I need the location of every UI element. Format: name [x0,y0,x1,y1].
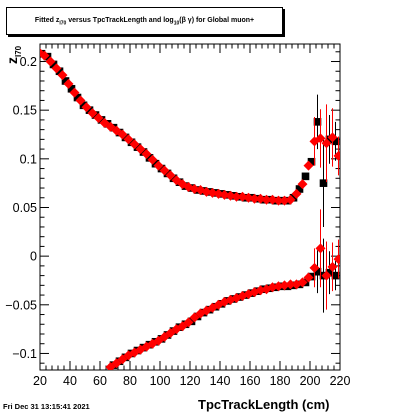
data-point [243,192,254,203]
data-point [327,132,338,143]
data-point [123,134,134,145]
chart-title-box: Fitted zI70 versus TpcTrackLength and lo… [6,7,283,35]
data-point [297,179,308,190]
data-point [279,195,290,206]
data-point [315,243,326,254]
data-point [201,186,212,197]
data-point [87,108,98,119]
x-tick-label: 120 [180,374,201,388]
x-tick-label: 180 [270,374,291,388]
data-point [291,188,302,199]
data-point [285,279,296,290]
data-point [189,183,200,194]
x-tick-label: 160 [240,374,261,388]
data-point [327,261,338,272]
data-point [255,285,266,296]
y-tick-label: 0.1 [20,152,37,166]
y-axis-label: zI70 [4,45,23,64]
data-point [69,87,80,98]
data-point [321,270,332,281]
data-point [273,281,284,292]
y-tick-label: 0.15 [13,104,37,118]
data-point [45,56,56,67]
data-point [273,195,284,206]
x-tick-label: 100 [150,374,171,388]
data-point [40,48,44,56]
datestamp: Fri Dec 31 13:15:41 2021 [3,402,90,411]
data-point [153,160,164,171]
data-point [67,84,76,93]
data-point [267,194,278,205]
data-point [61,77,70,85]
data-point [57,70,68,81]
data-point [331,137,340,146]
data-point [303,272,314,283]
x-tick-label: 60 [93,374,107,388]
y-tick-label: −0.1 [12,347,37,361]
data-point [321,138,332,149]
data-point [325,268,334,277]
data-point [261,194,272,205]
data-point [40,50,50,61]
x-tick-label: 220 [330,374,351,388]
data-point [331,271,340,280]
y-tick-label: −0.05 [5,298,37,312]
data-point [51,63,62,74]
data-point [313,267,322,276]
data-point [231,191,242,202]
y-tick-label: 0 [30,250,37,264]
data-point [85,106,94,114]
data-point [303,160,314,171]
data-point [297,277,308,288]
data-point [117,129,128,140]
chart-title: Fitted zI70 versus TpcTrackLength and lo… [34,17,255,27]
data-point [135,144,146,155]
data-point [213,188,224,199]
data-point [75,95,86,106]
data-point [237,191,248,202]
data-point [307,157,316,166]
data-point [63,78,74,89]
data-point [225,190,236,201]
y-tick-label: 0.05 [13,201,37,215]
series-group [40,48,340,370]
data-point [333,150,340,161]
x-tick-label: 200 [300,374,321,388]
data-point [309,262,320,273]
data-point [105,362,116,370]
x-tick-label: 20 [33,374,47,388]
data-point [255,193,266,204]
data-point [249,193,260,204]
x-tick-label: 40 [63,374,77,388]
data-point [73,93,82,102]
data-point [219,189,230,200]
data-point [81,102,92,113]
data-point [267,282,278,293]
data-point [165,170,176,181]
data-point [183,317,194,328]
data-point [49,60,58,69]
data-point [141,148,152,159]
data-point [147,154,158,165]
data-point [315,133,326,144]
y-tick-label: 0.2 [20,55,37,69]
data-point [279,280,290,291]
data-point [333,254,340,265]
data-point [93,112,104,123]
data-point [301,172,310,181]
data-point [319,179,328,187]
data-point [285,194,296,205]
data-point [129,139,140,150]
data-point [207,187,218,198]
data-point [55,67,64,76]
x-tick-label: 140 [210,374,231,388]
data-point [159,165,170,176]
x-axis-label: TpcTrackLength (cm) [198,397,330,412]
data-point [295,185,304,193]
x-tick-label: 80 [123,374,137,388]
data-point [313,118,322,126]
